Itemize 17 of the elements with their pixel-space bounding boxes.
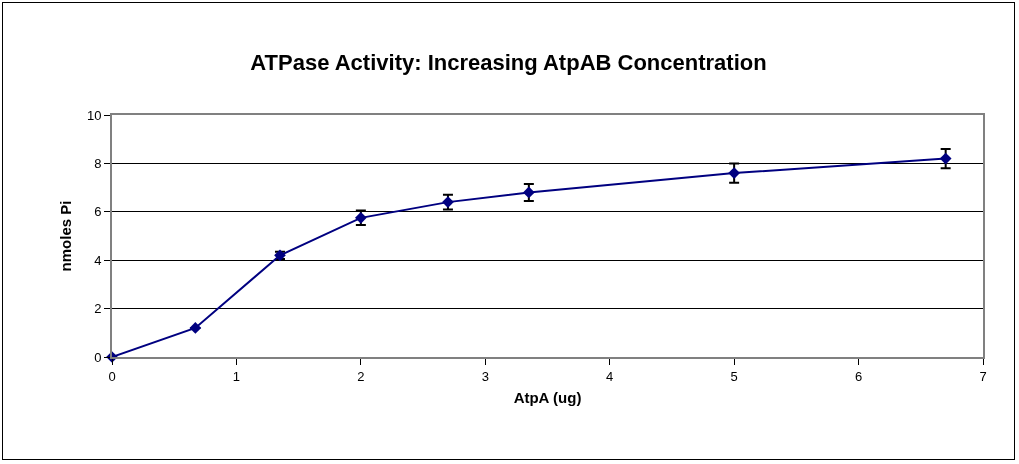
x-tick-label: 7 (979, 368, 987, 384)
y-tick-label: 4 (94, 252, 102, 268)
x-tick-label: 6 (854, 368, 863, 384)
x-tick-label: 4 (606, 368, 614, 384)
y-tick-label: 0 (94, 349, 102, 365)
x-tick-label: 1 (232, 368, 241, 384)
y-tick-label: 10 (86, 107, 102, 123)
chart-title: ATPase Activity: Increasing AtpAB Concentration (250, 49, 767, 75)
y-tick-label: 2 (94, 301, 102, 317)
y-axis-title: nmoles Pi (56, 200, 74, 272)
x-tick-label: 5 (730, 368, 738, 384)
x-axis-title: AtpA (ug) (513, 389, 582, 407)
x-tick-label: 3 (481, 368, 489, 384)
y-tick-label: 6 (94, 204, 102, 220)
x-tick-label: 2 (357, 368, 365, 384)
y-tick-label: 8 (94, 155, 102, 171)
x-tick-label: 0 (108, 368, 116, 384)
